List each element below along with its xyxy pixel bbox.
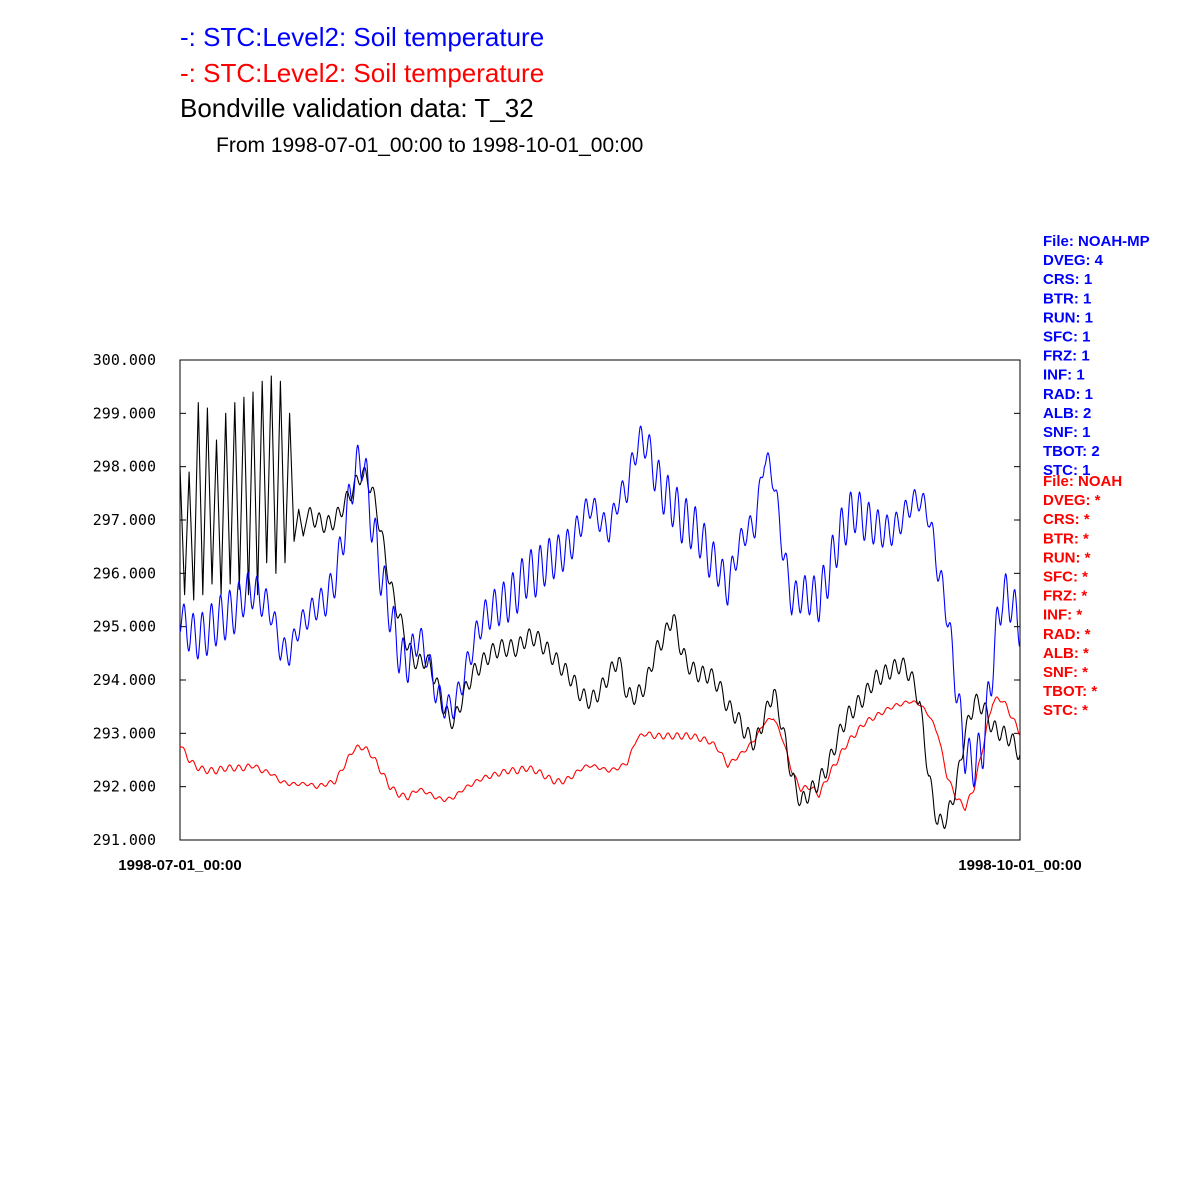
- y-axis: 300.000 299.000 298.000 297.000 296.000 295.0…: [93, 351, 1020, 849]
- setting-line: RAD: 1: [1043, 386, 1093, 403]
- y-tick-label: 298.000: [93, 458, 156, 476]
- series2-title: -: STC:Level2: Soil temperature: [180, 58, 544, 88]
- x-tick-label: 1998-07-01_00:00: [118, 857, 241, 874]
- x-tick-label: 1998-10-01_00:00: [958, 857, 1081, 874]
- series-layer: [179, 375, 1021, 830]
- y-tick-label: 295.000: [93, 618, 156, 636]
- date-range-subtitle: From 1998-07-01_00:00 to 1998-10-01_00:0…: [216, 134, 643, 157]
- setting-line: CRS: *: [1043, 511, 1090, 528]
- setting-line: INF: *: [1043, 607, 1082, 624]
- y-tick-label: 297.000: [93, 511, 156, 529]
- series1-title: -: STC:Level2: Soil temperature: [180, 22, 544, 52]
- setting-line: TBOT: 2: [1043, 443, 1100, 460]
- setting-line: RAD: *: [1043, 626, 1091, 643]
- y-tick-label: 300.000: [93, 351, 156, 369]
- setting-line: BTR: 1: [1043, 290, 1091, 307]
- setting-line: STC: 1: [1043, 462, 1091, 479]
- setting-line: RUN: 1: [1043, 309, 1093, 326]
- setting-line: INF: 1: [1043, 367, 1085, 384]
- setting-line: DVEG: *: [1043, 492, 1101, 509]
- setting-line: DVEG: 4: [1043, 252, 1104, 269]
- plot-frame: [179, 359, 1021, 841]
- setting-line: TBOT: *: [1043, 683, 1097, 700]
- x-axis: 1998-07-01_00:00 1998-10-01_00:00: [118, 857, 1081, 874]
- setting-line: SNF: 1: [1043, 424, 1091, 441]
- noah-settings: File: NOAH DVEG: * CRS: * BTR: * RUN: * SFC: …: [1043, 473, 1122, 719]
- setting-line: File: NOAH: [1043, 473, 1122, 490]
- y-tick-label: 291.000: [93, 831, 156, 849]
- setting-line: BTR: *: [1043, 530, 1089, 547]
- y-tick-label: 296.000: [93, 564, 156, 582]
- setting-line: SFC: *: [1043, 569, 1088, 586]
- y-tick-label: 294.000: [93, 671, 156, 689]
- setting-line: CRS: 1: [1043, 271, 1092, 288]
- setting-line: ALB: 2: [1043, 405, 1091, 422]
- series-line-2: [179, 375, 1021, 830]
- noah-mp-settings: File: NOAH-MP DVEG: 4 CRS: 1 BTR: 1 RUN: 1 SF…: [1043, 233, 1150, 479]
- setting-line: RUN: *: [1043, 549, 1091, 566]
- y-tick-label: 292.000: [93, 778, 156, 796]
- y-tick-label: 299.000: [93, 404, 156, 422]
- setting-line: FRZ: 1: [1043, 348, 1090, 365]
- setting-line: SFC: 1: [1043, 329, 1091, 346]
- y-tick-label: 293.000: [93, 724, 156, 742]
- setting-line: SNF: *: [1043, 664, 1088, 681]
- series-line-1: [179, 696, 1021, 812]
- series-line-0: [179, 425, 1021, 788]
- setting-line: ALB: *: [1043, 645, 1089, 662]
- setting-line: File: NOAH-MP: [1043, 233, 1150, 250]
- validation-title: Bondville validation data: T_32: [180, 93, 534, 123]
- setting-line: STC: *: [1043, 702, 1088, 719]
- setting-line: FRZ: *: [1043, 588, 1087, 605]
